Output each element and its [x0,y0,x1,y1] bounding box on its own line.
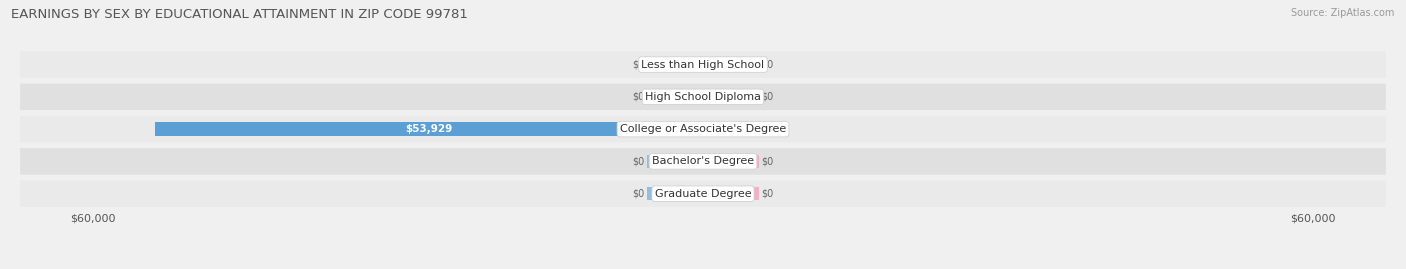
Text: $0: $0 [633,59,644,70]
FancyBboxPatch shape [20,116,1386,142]
Bar [703,90,759,104]
Bar [647,187,703,200]
Bar [155,122,703,136]
Text: Source: ZipAtlas.com: Source: ZipAtlas.com [1291,8,1395,18]
Text: Graduate Degree: Graduate Degree [655,189,751,199]
Text: $0: $0 [633,189,644,199]
Text: $0: $0 [762,92,773,102]
Bar [647,90,703,104]
Text: High School Diploma: High School Diploma [645,92,761,102]
Text: Less than High School: Less than High School [641,59,765,70]
Bar [703,122,759,136]
Text: $0: $0 [762,156,773,167]
Bar [703,58,759,71]
Text: $0: $0 [633,92,644,102]
Text: $0: $0 [762,189,773,199]
FancyBboxPatch shape [20,148,1386,175]
FancyBboxPatch shape [20,180,1386,207]
Bar [647,58,703,71]
Text: EARNINGS BY SEX BY EDUCATIONAL ATTAINMENT IN ZIP CODE 99781: EARNINGS BY SEX BY EDUCATIONAL ATTAINMEN… [11,8,468,21]
Text: $0: $0 [762,59,773,70]
Bar [647,155,703,168]
FancyBboxPatch shape [20,84,1386,110]
Text: $0: $0 [633,156,644,167]
Text: $53,929: $53,929 [405,124,453,134]
FancyBboxPatch shape [20,51,1386,78]
Text: Bachelor's Degree: Bachelor's Degree [652,156,754,167]
Bar [703,187,759,200]
Text: $0: $0 [762,124,773,134]
Text: College or Associate's Degree: College or Associate's Degree [620,124,786,134]
Bar [703,155,759,168]
